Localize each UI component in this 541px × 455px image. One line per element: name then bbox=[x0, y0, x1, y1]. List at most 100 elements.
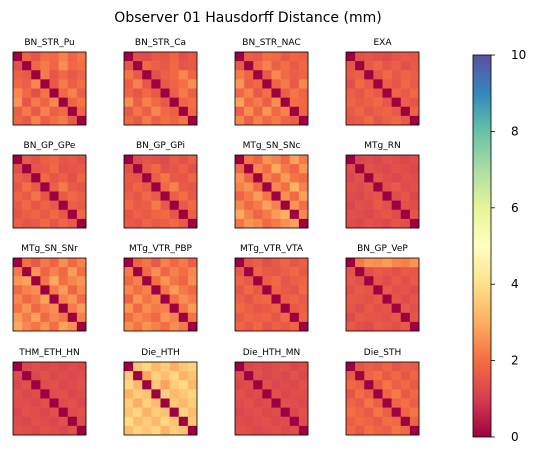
heatmap-cell bbox=[133, 164, 143, 174]
heatmap-cell bbox=[124, 407, 134, 418]
heatmap-cell bbox=[355, 258, 365, 268]
heatmap-cell bbox=[49, 88, 59, 98]
heatmap-cell bbox=[271, 380, 281, 390]
heatmap-cell bbox=[346, 407, 356, 418]
heatmap-cell bbox=[31, 267, 41, 277]
heatmap-cell bbox=[142, 276, 152, 286]
heatmap-cell bbox=[76, 218, 87, 229]
heatmap-cell bbox=[76, 362, 87, 372]
panel-frame bbox=[345, 257, 420, 332]
heatmap-cell bbox=[160, 416, 170, 427]
heatmap-cell bbox=[280, 267, 291, 277]
heatmap-cell bbox=[160, 276, 170, 286]
heatmap-cell bbox=[364, 258, 374, 268]
heatmap-cell bbox=[124, 79, 134, 89]
heatmap-cell bbox=[13, 321, 23, 332]
heatmap-cell bbox=[235, 182, 245, 192]
heatmap-cell bbox=[49, 200, 59, 211]
heatmap-cell bbox=[262, 416, 272, 427]
heatmap-cell bbox=[289, 182, 300, 192]
heatmap-cell bbox=[289, 285, 300, 295]
heatmap-cell bbox=[373, 267, 383, 277]
heatmap-cell bbox=[346, 258, 356, 268]
heatmap-cell bbox=[235, 79, 245, 89]
heatmap-cell bbox=[262, 155, 272, 165]
heatmap-cell bbox=[169, 267, 180, 277]
heatmap-cell bbox=[253, 79, 263, 89]
heatmap-cell bbox=[49, 97, 59, 108]
heatmap-cell bbox=[40, 258, 50, 268]
heatmap-cell bbox=[187, 52, 198, 62]
heatmap-cell bbox=[235, 312, 245, 323]
heatmap-cell bbox=[409, 200, 420, 211]
heatmap-cell bbox=[169, 398, 180, 408]
heatmap-cell bbox=[364, 182, 374, 192]
heatmap-panel: Die_HTH bbox=[123, 348, 198, 436]
heatmap-cell bbox=[160, 79, 170, 89]
heatmap-cell bbox=[262, 380, 272, 390]
heatmap-cell bbox=[409, 106, 420, 117]
heatmap-cell bbox=[151, 218, 161, 229]
heatmap-cell bbox=[178, 97, 189, 108]
heatmap-cell bbox=[49, 425, 59, 436]
heatmap-cell bbox=[151, 70, 161, 80]
heatmap-cell bbox=[169, 371, 180, 381]
heatmap-cell bbox=[262, 61, 272, 71]
heatmap-panel: MTg_VTR_VTA bbox=[234, 244, 309, 332]
heatmap-cell bbox=[346, 380, 356, 390]
heatmap-cell bbox=[409, 294, 420, 304]
heatmap-cell bbox=[31, 155, 41, 165]
heatmap-cell bbox=[58, 209, 69, 220]
heatmap-cell bbox=[262, 407, 272, 418]
heatmap-cell bbox=[409, 79, 420, 89]
heatmap-cell bbox=[187, 267, 198, 277]
heatmap-cell bbox=[133, 88, 143, 98]
heatmap-cell bbox=[262, 276, 272, 286]
heatmap-cell bbox=[58, 321, 69, 332]
heatmap-cell bbox=[346, 218, 356, 229]
heatmap-cell bbox=[49, 173, 59, 183]
heatmap-cell bbox=[271, 200, 281, 211]
heatmap-cell bbox=[280, 218, 291, 229]
heatmap-cell bbox=[355, 182, 365, 192]
heatmap-cell bbox=[355, 218, 365, 229]
heatmap-cell bbox=[40, 182, 50, 192]
heatmap-cell bbox=[271, 79, 281, 89]
heatmap-cell bbox=[169, 61, 180, 71]
heatmap-cell bbox=[160, 61, 170, 71]
heatmap-cell bbox=[346, 425, 356, 436]
panel-frame bbox=[234, 51, 309, 126]
heatmap-cell bbox=[244, 398, 254, 408]
heatmap-cell bbox=[373, 52, 383, 62]
heatmap-cell bbox=[169, 276, 180, 286]
heatmap-cell bbox=[289, 155, 300, 165]
heatmap-cell bbox=[391, 303, 402, 314]
heatmap-cell bbox=[142, 164, 152, 174]
heatmap-cell bbox=[391, 276, 402, 286]
heatmap-cell bbox=[346, 398, 356, 408]
heatmap-cell bbox=[364, 416, 374, 427]
heatmap-cell bbox=[22, 416, 32, 427]
heatmap-cell bbox=[22, 70, 32, 80]
heatmap-cell bbox=[76, 258, 87, 268]
heatmap-cell bbox=[160, 200, 170, 211]
heatmap-cell bbox=[160, 425, 170, 436]
heatmap-cell bbox=[187, 209, 198, 220]
heatmap-cell bbox=[133, 389, 143, 399]
heatmap-cell bbox=[271, 88, 281, 98]
heatmap-cell bbox=[49, 321, 59, 332]
heatmap-cell bbox=[133, 70, 143, 80]
heatmap-cell bbox=[160, 155, 170, 165]
heatmap-cell bbox=[400, 371, 411, 381]
heatmap-cell bbox=[40, 312, 50, 323]
heatmap-cell bbox=[49, 79, 59, 89]
heatmap-cell bbox=[298, 79, 309, 89]
heatmap-cell bbox=[31, 182, 41, 192]
heatmap-cell bbox=[373, 218, 383, 229]
heatmap-cell bbox=[169, 97, 180, 108]
heatmap-cell bbox=[22, 380, 32, 390]
heatmap-cell bbox=[187, 303, 198, 314]
heatmap-cell bbox=[400, 267, 411, 277]
heatmap-cell bbox=[124, 321, 134, 332]
heatmap-cell bbox=[169, 88, 180, 98]
